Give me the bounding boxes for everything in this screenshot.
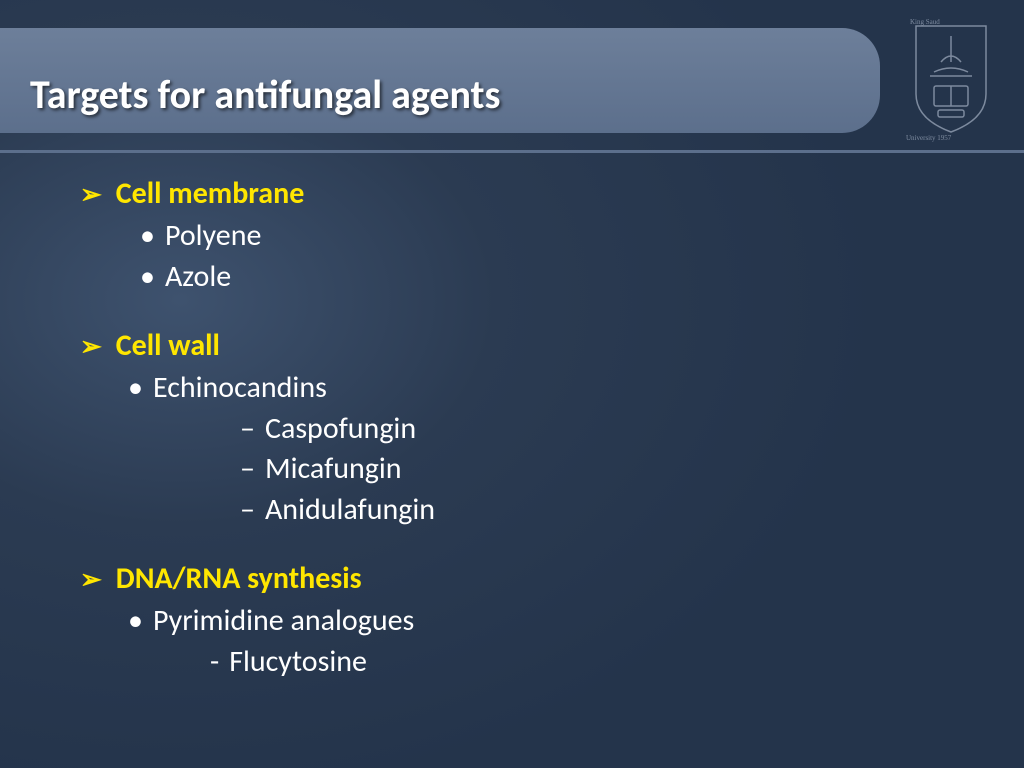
dash-icon: - — [210, 642, 219, 683]
bullet-text: Azole — [165, 257, 231, 298]
section-heading-row: ➢ Cell membrane — [80, 175, 964, 212]
logo-top-text: King Saud — [910, 18, 940, 26]
arrow-icon: ➢ — [80, 563, 102, 595]
bullet-item: • Pyrimidine analogues — [128, 601, 964, 642]
bullet-icon: • — [128, 368, 143, 409]
bullet-item: • Echinocandins — [128, 368, 964, 409]
section-heading: Cell wall — [116, 327, 220, 364]
sub-bullet-item: – Anidulafungin — [240, 490, 964, 531]
university-crest-icon: King Saud University 1957 — [896, 14, 1006, 144]
bullet-text: Echinocandins — [153, 368, 327, 409]
logo-bottom-text: University 1957 — [906, 134, 952, 142]
arrow-icon: ➢ — [80, 330, 102, 362]
sub-bullet-text: Micafungin — [265, 449, 402, 490]
sub-bullet-item: – Micafungin — [240, 449, 964, 490]
title-bar: Targets for antifungal agents — [0, 28, 880, 133]
bullet-icon: • — [140, 257, 155, 298]
arrow-icon: ➢ — [80, 178, 102, 210]
sub-bullet-item: – Caspofungin — [240, 409, 964, 450]
dash-icon: – — [240, 449, 255, 490]
bullet-text: Polyene — [165, 216, 261, 257]
bullet-item: • Polyene — [140, 216, 964, 257]
section-heading: DNA/RNA synthesis — [116, 560, 362, 597]
slide-title: Targets for antifungal agents — [30, 70, 500, 119]
dash-icon: – — [240, 409, 255, 450]
section-heading: Cell membrane — [116, 175, 305, 212]
slide: Targets for antifungal agents King Saud … — [0, 0, 1024, 768]
sub-bullet-text: Anidulafungin — [265, 490, 435, 531]
section-heading-row: ➢ DNA/RNA synthesis — [80, 560, 964, 597]
bullet-item: • Azole — [140, 257, 964, 298]
sub-bullet-text: Caspofungin — [265, 409, 416, 450]
title-divider — [0, 150, 1024, 153]
sub-bullet-item: - Flucytosine — [210, 642, 964, 683]
bullet-icon: • — [128, 601, 143, 642]
bullet-icon: • — [140, 216, 155, 257]
bullet-text: Pyrimidine analogues — [153, 601, 414, 642]
section-heading-row: ➢ Cell wall — [80, 327, 964, 364]
content-area: ➢ Cell membrane • Polyene • Azole ➢ Cell… — [80, 175, 964, 682]
dash-icon: – — [240, 490, 255, 531]
sub-bullet-text: Flucytosine — [229, 642, 367, 683]
